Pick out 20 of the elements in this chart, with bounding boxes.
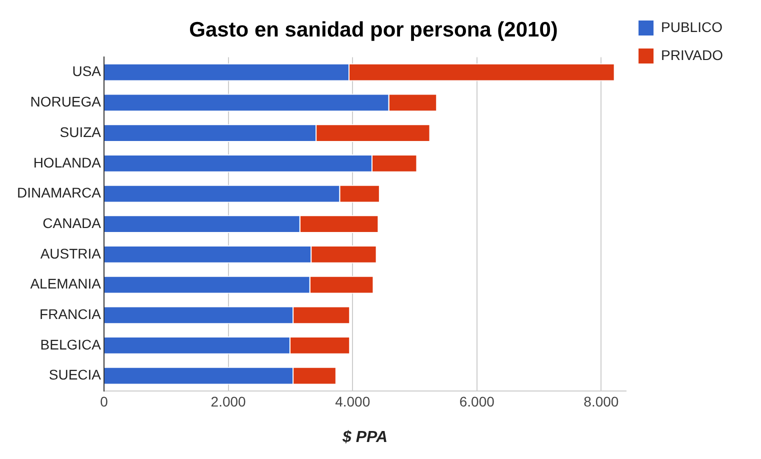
y-tick-label: SUECIA [48,366,102,383]
y-tick-label: NORUEGA [30,94,102,110]
legend-label: PRIVADO [661,46,724,63]
x-tick-label: 2.000 [210,393,246,410]
x-tick-label: 4.000 [335,393,370,410]
y-tick-label: BELGICA [40,336,102,352]
legend-label: PUBLICO [661,18,723,35]
y-tick-label: HOLANDA [33,154,102,170]
chart-title: Gasto en sanidad por persona (2010) [189,18,558,42]
x-axis-title: $ PPA [341,428,388,446]
y-tick-label: ALEMANIA [30,276,102,292]
y-tick-label: USA [72,63,102,80]
y-tick-label: SUIZA [60,124,102,140]
y-tick-label: CANADA [42,214,102,231]
x-tick-label: 0 [100,393,108,410]
y-tick-label: DINAMARCA [16,184,102,201]
y-tick-label: AUSTRIA [40,245,102,262]
x-tick-label: 8.000 [584,393,619,410]
x-tick-label: 6.000 [459,393,495,410]
y-tick-label: FRANCIA [40,306,102,322]
